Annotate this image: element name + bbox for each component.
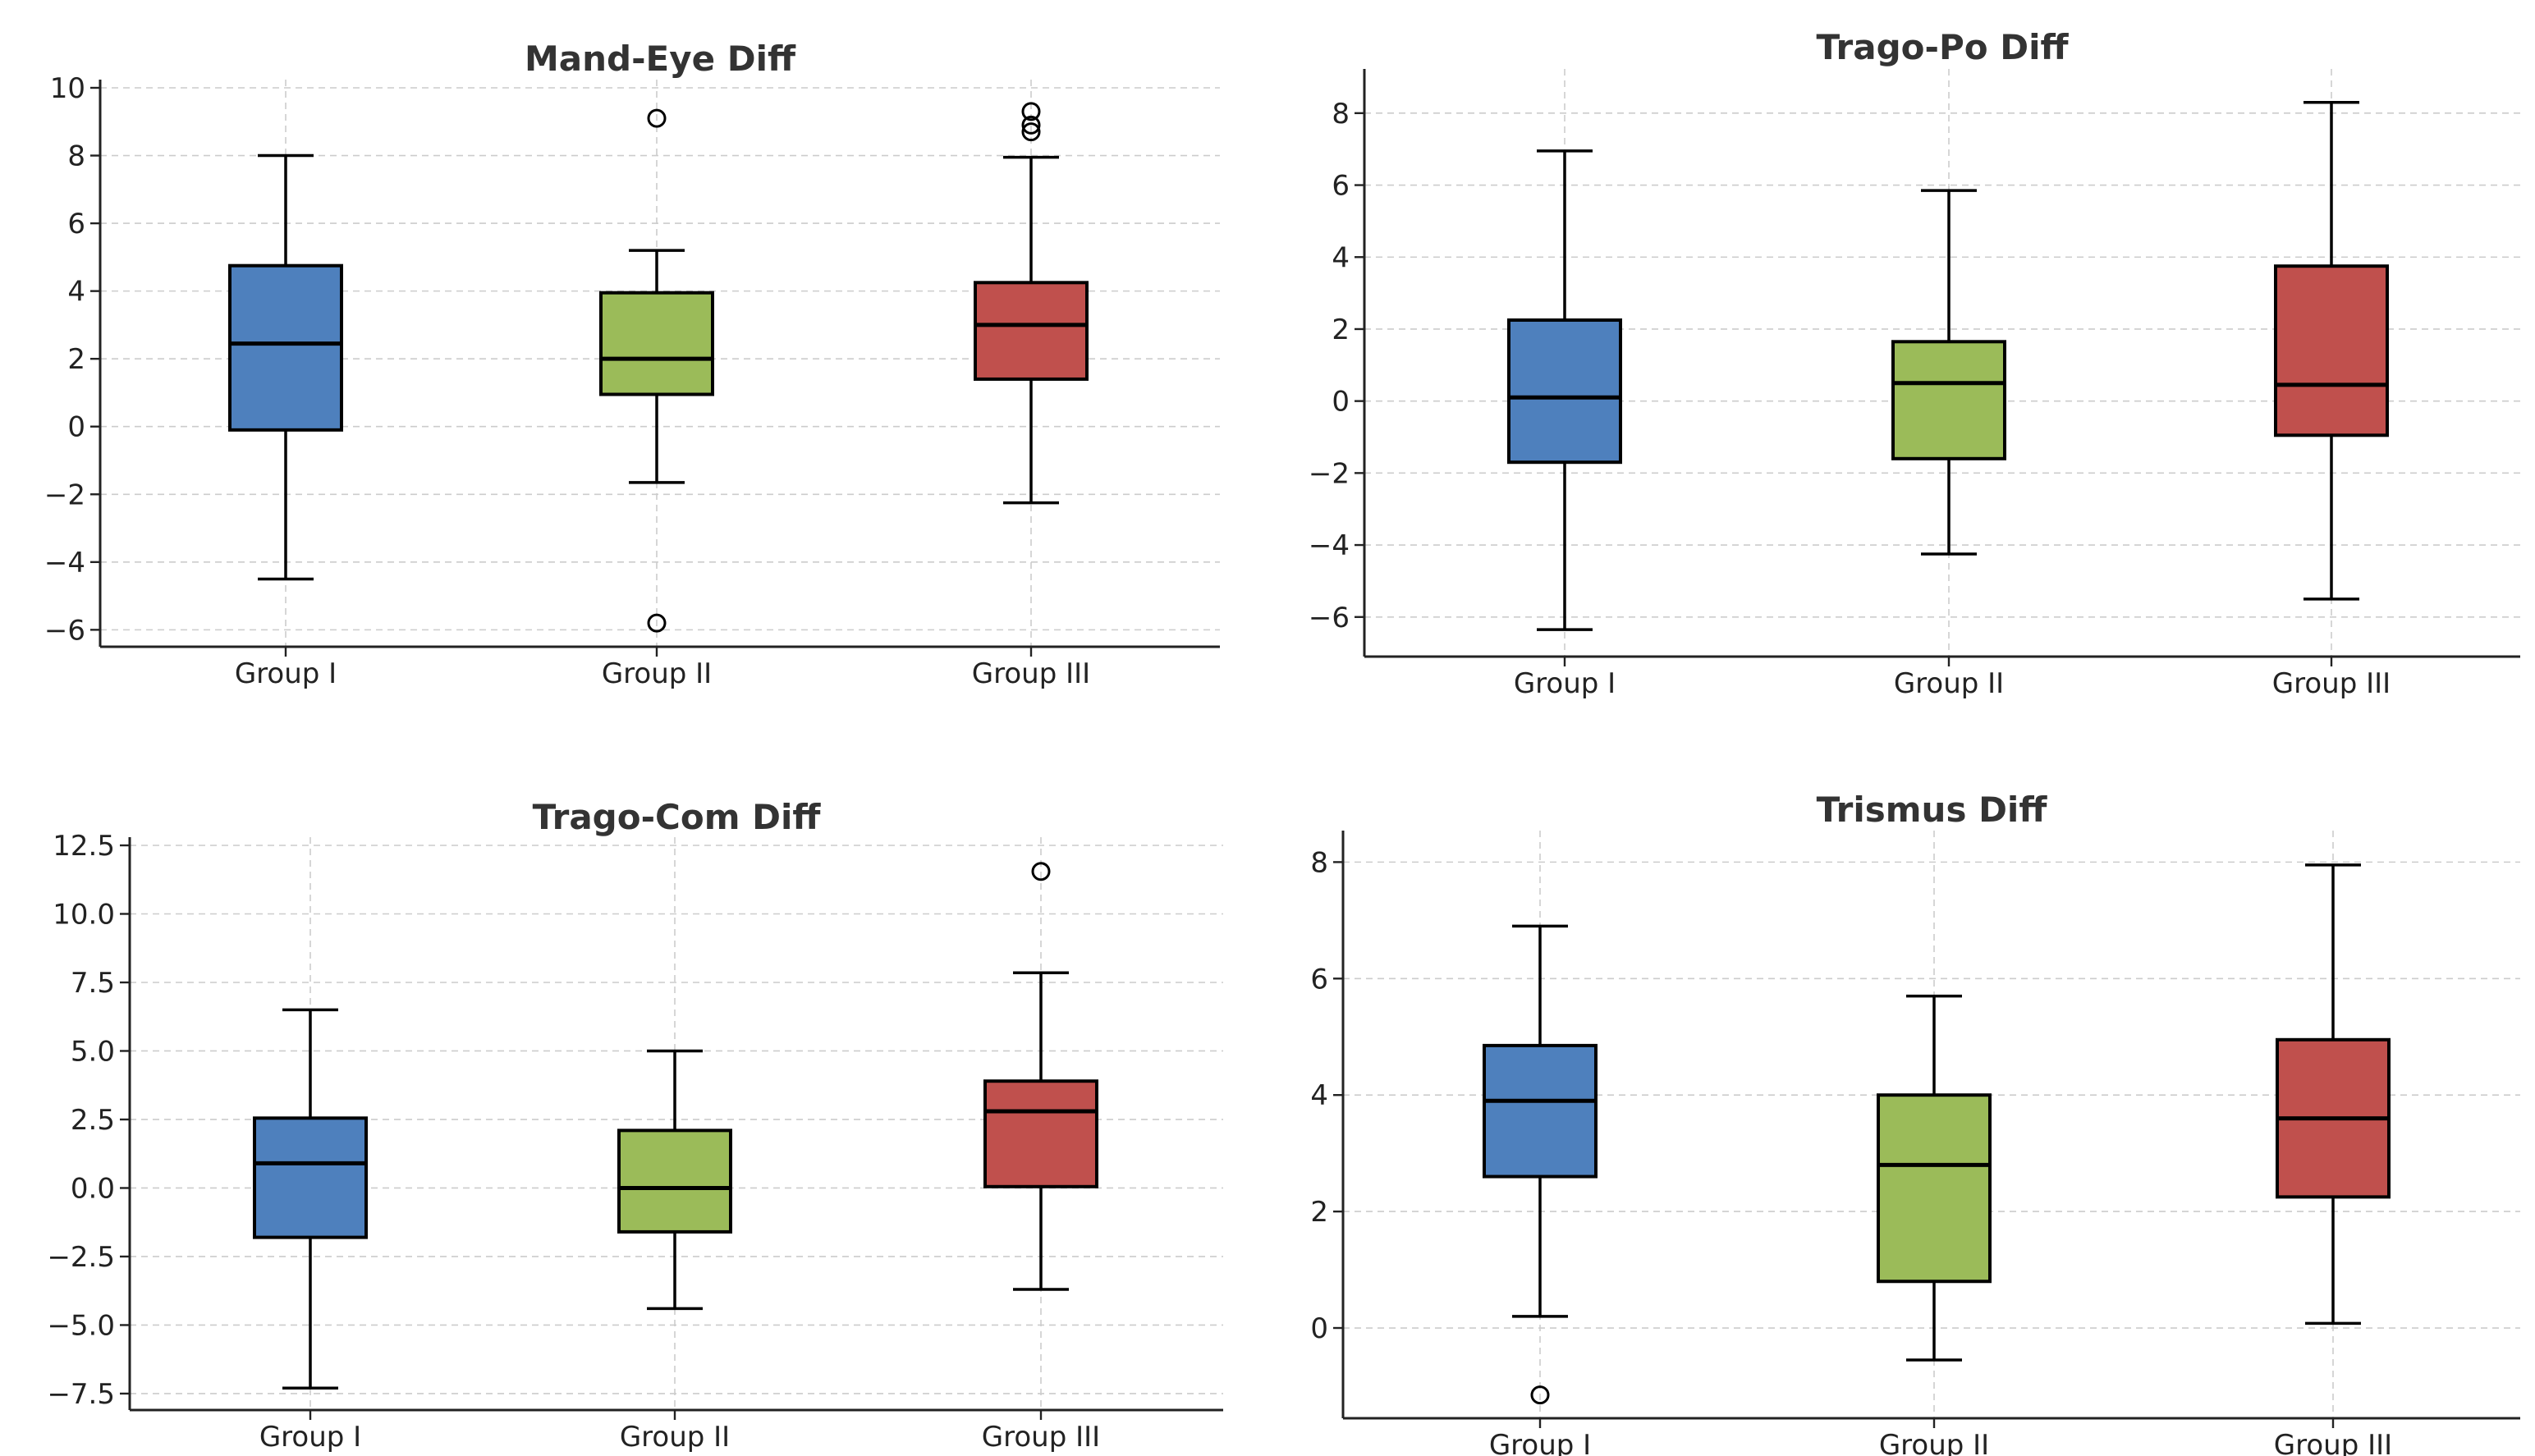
trismus-diff-y-tick-label: 4	[1310, 1079, 1328, 1112]
mand-eye-diff-outlier-group-iii	[1021, 115, 1041, 135]
trago-po-diff-box-group-iii	[2274, 264, 2389, 437]
mand-eye-diff-y-tick-label: 4	[67, 276, 85, 309]
trago-po-diff-y-tick-label: 4	[1332, 241, 1350, 274]
trismus-diff-x-tick-label-group-ii: Group II	[1879, 1429, 1989, 1456]
trismus-diff-panel: 0 2 4 6 8 Trismus Diff Group I Group II Group II…	[1310, 790, 2520, 1456]
mand-eye-diff-outlier-group-iii	[1021, 122, 1041, 142]
trago-com-diff-x-tick-label-group-ii: Group II	[620, 1421, 730, 1454]
mand-eye-diff-y-tick-label: −4	[44, 547, 85, 579]
trismus-diff-y-tick-label: 6	[1310, 963, 1328, 996]
trago-com-diff-y-tick-label: −2.5	[47, 1241, 115, 1274]
trago-com-diff-y-tick-label: −7.5	[47, 1378, 115, 1411]
trago-com-diff-y-tick-label: 7.5	[71, 967, 115, 1000]
trago-po-diff-y-tick-label: −4	[1309, 529, 1350, 562]
mand-eye-diff-y-tick-label: 0	[67, 411, 85, 444]
trago-com-diff-box-group-i	[253, 1116, 368, 1239]
trago-po-diff-y-tick-label: −2	[1309, 457, 1350, 490]
trismus-diff-box-group-ii	[1877, 1093, 1992, 1284]
mand-eye-diff-box-group-ii	[599, 291, 714, 396]
trago-com-diff-y-tick-label: 2.5	[71, 1104, 115, 1137]
trismus-diff-title: Trismus Diff	[1817, 790, 2048, 830]
trismus-diff-box-group-i	[1483, 1043, 1598, 1179]
trago-po-diff-x-tick-label-group-ii: Group II	[1894, 667, 2004, 700]
trago-com-diff-y-tick-label: 0.0	[71, 1172, 115, 1205]
mand-eye-diff-box-group-i	[228, 263, 343, 432]
mand-eye-diff-y-tick-label: 6	[67, 208, 85, 240]
trago-po-diff-y-tick-label: 0	[1332, 386, 1350, 419]
trago-com-diff-panel: −7.5 −5.0 −2.5 0.0 2.5 5.0 7.5 10.0 12.5 Trago-Co…	[47, 797, 1223, 1454]
trago-po-diff-y-tick-label: 6	[1332, 170, 1350, 203]
trago-com-diff-outlier-group-iii	[1031, 862, 1051, 881]
mand-eye-diff-y-tick-label: 2	[67, 343, 85, 376]
trago-po-diff-y-tick-label: −6	[1309, 602, 1350, 634]
trago-po-diff-y-tick-label: 8	[1332, 98, 1350, 130]
trago-com-diff-y-tick-label: 10.0	[53, 898, 115, 931]
trago-po-diff-panel: −6 −4 −2 0 2 4 6 8 Trago-Po Diff Group I Group II G…	[1309, 27, 2520, 700]
mand-eye-diff-panel: −6 −4 −2 0 2 4 6 8 10 Mand-Eye Diff Group I Group I…	[44, 39, 1220, 690]
mand-eye-diff-title: Mand-Eye Diff	[525, 39, 796, 79]
mand-eye-diff-x-tick-label-group-ii: Group II	[602, 657, 712, 690]
trago-com-diff-x-tick-label-group-i: Group I	[259, 1421, 361, 1454]
trago-po-diff-box-group-ii	[1891, 340, 2006, 460]
trismus-diff-x-tick-label-group-iii: Group III	[2274, 1429, 2392, 1456]
trismus-diff-y-tick-label: 0	[1310, 1312, 1328, 1345]
mand-eye-diff-box-group-iii	[974, 281, 1089, 381]
trago-com-diff-y-tick-label: 5.0	[71, 1035, 115, 1068]
mand-eye-diff-y-tick-label: −6	[44, 614, 85, 647]
trago-po-diff-box-group-i	[1507, 318, 1622, 465]
trago-po-diff-x-tick-label-group-iii: Group III	[2272, 667, 2391, 700]
mand-eye-diff-outlier-group-ii	[647, 108, 667, 128]
trago-po-diff-y-tick-label: 2	[1332, 314, 1350, 346]
mand-eye-diff-y-tick-label: 10	[50, 72, 85, 105]
mand-eye-diff-outlier-group-ii	[647, 613, 667, 633]
mand-eye-diff-x-tick-label-group-iii: Group III	[972, 657, 1090, 690]
trismus-diff-y-tick-label: 8	[1310, 846, 1328, 879]
mand-eye-diff-outlier-group-iii	[1021, 102, 1041, 121]
mand-eye-diff-y-tick-label: 8	[67, 140, 85, 173]
trago-com-diff-x-tick-label-group-iii: Group III	[982, 1421, 1100, 1454]
trismus-diff-outlier-group-i	[1530, 1385, 1550, 1405]
trismus-diff-x-tick-label-group-i: Group I	[1489, 1429, 1591, 1456]
trago-com-diff-box-group-ii	[617, 1129, 732, 1234]
trago-com-diff-y-tick-label: −5.0	[47, 1309, 115, 1342]
trismus-diff-y-tick-label: 2	[1310, 1196, 1328, 1229]
trago-com-diff-title: Trago-Com Diff	[533, 797, 822, 837]
trago-com-diff-box-group-iii	[983, 1079, 1098, 1188]
trago-com-diff-y-tick-label: 12.5	[53, 830, 115, 863]
mand-eye-diff-x-tick-label-group-i: Group I	[235, 657, 337, 690]
trago-po-diff-title: Trago-Po Diff	[1817, 27, 2070, 67]
mand-eye-diff-y-tick-label: −2	[44, 478, 85, 511]
trago-po-diff-x-tick-label-group-i: Group I	[1514, 667, 1616, 700]
